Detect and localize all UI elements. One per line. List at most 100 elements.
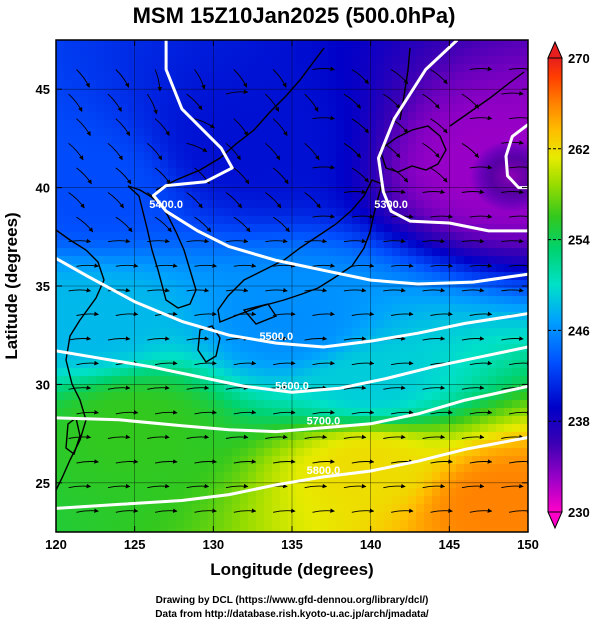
x-tick-label: 120 xyxy=(45,537,67,552)
field-cell xyxy=(272,216,281,225)
field-cell xyxy=(328,496,337,505)
field-cell xyxy=(368,224,377,233)
field-cell xyxy=(56,160,65,169)
field-cell xyxy=(56,88,65,97)
field-cell xyxy=(264,168,273,177)
field-cell xyxy=(120,480,129,489)
field-cell xyxy=(400,272,409,281)
streamline xyxy=(508,459,528,464)
field-cell xyxy=(520,440,528,449)
field-cell xyxy=(376,320,385,329)
field-cell xyxy=(232,208,241,217)
field-cell xyxy=(160,120,169,129)
field-cell xyxy=(192,136,201,145)
field-cell xyxy=(400,96,409,105)
field-cell xyxy=(232,160,241,169)
field-cell xyxy=(504,120,513,129)
field-cell xyxy=(440,224,449,233)
field-cell xyxy=(448,64,457,73)
field-cell xyxy=(240,288,249,297)
field-cell xyxy=(320,312,329,321)
field-cell xyxy=(272,48,281,57)
field-cell xyxy=(80,184,89,193)
field-cell xyxy=(248,184,257,193)
field-cell xyxy=(176,416,185,425)
field-cell xyxy=(152,40,161,49)
field-cell xyxy=(464,120,473,129)
field-cell xyxy=(168,120,177,129)
field-cell xyxy=(272,408,281,417)
field-cell xyxy=(328,280,337,289)
field-cell xyxy=(456,184,465,193)
field-cell xyxy=(120,344,129,353)
field-cell xyxy=(64,456,73,465)
streamline xyxy=(422,385,446,390)
field-cell xyxy=(240,216,249,225)
field-cell xyxy=(272,200,281,209)
field-cell xyxy=(56,376,65,385)
field-cell xyxy=(96,96,105,105)
field-cell xyxy=(184,232,193,241)
streamline xyxy=(154,216,172,233)
field-cell xyxy=(456,208,465,217)
field-cell xyxy=(216,224,225,233)
field-cell xyxy=(496,488,505,497)
field-cell xyxy=(328,416,337,425)
field-cell xyxy=(336,512,345,521)
field-cell xyxy=(208,432,217,441)
field-cell xyxy=(224,376,233,385)
field-cell xyxy=(104,96,113,105)
streamline xyxy=(233,118,249,137)
streamline xyxy=(390,360,414,366)
field-cell xyxy=(400,512,409,521)
field-cell xyxy=(216,504,225,513)
field-cell xyxy=(472,424,481,433)
field-cell xyxy=(400,152,409,161)
field-cell xyxy=(152,216,161,225)
field-cell xyxy=(208,248,217,257)
field-cell xyxy=(56,456,65,465)
field-cell xyxy=(352,296,361,305)
field-cell xyxy=(128,472,137,481)
field-cell xyxy=(168,280,177,289)
field-cell xyxy=(216,336,225,345)
field-cell xyxy=(376,224,385,233)
field-cell xyxy=(184,424,193,433)
field-cell xyxy=(136,272,145,281)
field-cell xyxy=(512,72,521,81)
field-cell xyxy=(200,248,209,257)
field-cell xyxy=(208,312,217,321)
field-cell xyxy=(440,368,449,377)
field-cell xyxy=(304,344,313,353)
field-cell xyxy=(176,120,185,129)
field-cell xyxy=(400,312,409,321)
field-cell xyxy=(336,232,345,241)
field-cell xyxy=(360,224,369,233)
field-cell xyxy=(136,488,145,497)
field-cell xyxy=(168,128,177,137)
field-cell xyxy=(328,352,337,361)
field-cell xyxy=(416,368,425,377)
streamline xyxy=(147,483,170,489)
field-cell xyxy=(496,288,505,297)
field-cell xyxy=(192,440,201,449)
field-cell xyxy=(440,216,449,225)
field-cell xyxy=(96,136,105,145)
field-cell xyxy=(192,248,201,257)
field-cell xyxy=(120,336,129,345)
field-cell xyxy=(520,336,528,345)
field-cell xyxy=(312,368,321,377)
field-cell xyxy=(424,184,433,193)
field-cell xyxy=(272,464,281,473)
field-cell xyxy=(256,200,265,209)
field-cell xyxy=(176,328,185,337)
field-cell xyxy=(512,304,521,313)
field-cell xyxy=(120,136,129,145)
field-cell xyxy=(64,528,73,532)
field-cell xyxy=(104,208,113,217)
field-cell xyxy=(472,432,481,441)
field-cell xyxy=(232,304,241,313)
field-cell xyxy=(336,104,345,113)
field-cell xyxy=(248,256,257,265)
field-cell xyxy=(408,512,417,521)
